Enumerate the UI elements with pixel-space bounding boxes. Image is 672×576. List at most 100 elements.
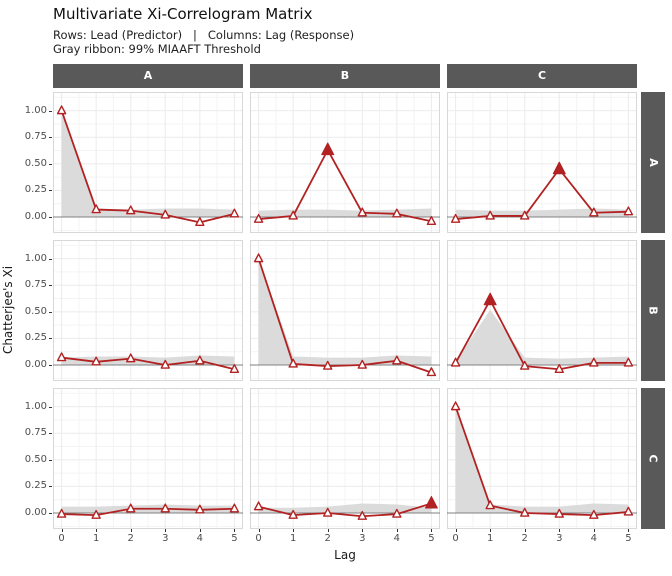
xi-point (56, 508, 67, 518)
y-tick-mark (49, 110, 52, 112)
xi-point (56, 105, 67, 115)
y-tick-label: 0.50 (24, 305, 47, 317)
x-tick-label: 1 (486, 533, 494, 544)
y-tick-mark (49, 311, 52, 313)
xi-line (61, 507, 235, 517)
x-tick-label: 4 (393, 533, 401, 544)
x-tick-label: 1 (92, 533, 100, 544)
xi-point (253, 253, 264, 263)
y-tick-label: 0.75 (24, 427, 47, 439)
y-tick-mark (49, 406, 52, 408)
y-tick-label: 0.00 (24, 507, 47, 519)
x-tick-label: 5 (625, 533, 632, 544)
xi-point (520, 210, 530, 220)
xi-point (520, 507, 530, 517)
y-tick-mark (49, 513, 52, 515)
x-tick-mark (455, 529, 457, 532)
xi-point (323, 360, 333, 370)
xi-point (229, 503, 240, 513)
facet-col-strip-b: B (250, 64, 440, 88)
x-tick-mark (431, 529, 433, 532)
xi-line (258, 149, 432, 223)
facet-col-label: C (537, 69, 547, 82)
x-tick-label: 5 (428, 533, 435, 544)
xi-point (253, 213, 264, 223)
panel-B-C (447, 240, 637, 381)
x-tick-mark (165, 529, 167, 532)
xi-point (195, 217, 205, 227)
x-tick-mark (559, 529, 561, 532)
x-tick-label: 5 (231, 533, 238, 544)
xi-point (288, 358, 298, 368)
xi-point (450, 401, 461, 411)
y-tick-label: 0.25 (24, 480, 47, 492)
x-tick-label: 2 (521, 533, 528, 544)
xi-line (454, 299, 629, 371)
xi-point (450, 213, 461, 223)
facet-col-label: B (340, 69, 350, 82)
facet-row-strip-b: B (641, 240, 665, 381)
xi-point (392, 508, 402, 518)
x-tick-mark (490, 529, 492, 532)
x-tick-mark (293, 529, 295, 532)
y-tick-mark (49, 365, 52, 367)
y-tick-mark (49, 338, 52, 340)
xi-point (288, 210, 298, 220)
chart-subtitle-line2: Gray ribbon: 99% MIAAFT Threshold (53, 42, 261, 56)
panel-A-A (53, 92, 243, 233)
xi-point (357, 359, 367, 369)
xi-point-significant (424, 495, 438, 509)
xi-line (454, 406, 629, 517)
threshold-ribbon (258, 208, 432, 218)
xi-point (520, 360, 530, 370)
xi-point (623, 506, 634, 516)
y-tick-label: 0.00 (24, 211, 47, 223)
x-tick-mark (130, 529, 132, 532)
threshold-ribbon (258, 258, 432, 366)
y-tick-mark (49, 285, 52, 287)
facet-col-label: A (143, 69, 153, 82)
x-tick-label: 2 (324, 533, 331, 544)
xi-point-significant (483, 292, 497, 306)
y-tick-mark (49, 258, 52, 260)
threshold-ribbon (61, 110, 235, 218)
x-tick-mark (199, 529, 201, 532)
y-tick-mark (49, 137, 52, 139)
xi-point (450, 357, 461, 367)
facet-row-label: C (646, 454, 660, 463)
x-tick-label: 1 (289, 533, 297, 544)
panel-C-C (447, 388, 637, 529)
xi-point (554, 363, 564, 373)
y-tick-mark (49, 163, 52, 165)
xi-point (426, 367, 437, 377)
xi-point (91, 204, 101, 214)
y-tick-label: 0.00 (24, 359, 47, 371)
xi-line (258, 502, 432, 518)
y-tick-label: 1.00 (24, 400, 47, 412)
xi-point (160, 503, 170, 513)
xi-point (554, 508, 564, 518)
x-tick-label: 2 (127, 533, 134, 544)
y-tick-mark (49, 217, 52, 219)
xi-line (61, 356, 235, 371)
x-tick-mark (628, 529, 630, 532)
x-tick-mark (234, 529, 236, 532)
xi-point (589, 207, 599, 217)
xi-point (229, 208, 240, 218)
xi-point (357, 207, 367, 217)
xi-point (485, 210, 495, 220)
facet-col-strip-a: A (53, 64, 243, 88)
y-tick-label: 0.75 (24, 131, 47, 143)
xi-point (288, 509, 298, 519)
xi-point (392, 208, 402, 218)
xi-point (485, 500, 495, 510)
y-tick-label: 0.50 (24, 157, 47, 169)
panel-A-B (250, 92, 440, 233)
panel-B-A (53, 240, 243, 381)
xi-line (257, 258, 432, 374)
x-tick-label: 0 (452, 533, 459, 544)
chart-subtitle-line1: Rows: Lead (Predictor) | Columns: Lag (R… (53, 28, 355, 42)
xi-point-significant (321, 142, 335, 156)
xi-point (623, 206, 634, 216)
